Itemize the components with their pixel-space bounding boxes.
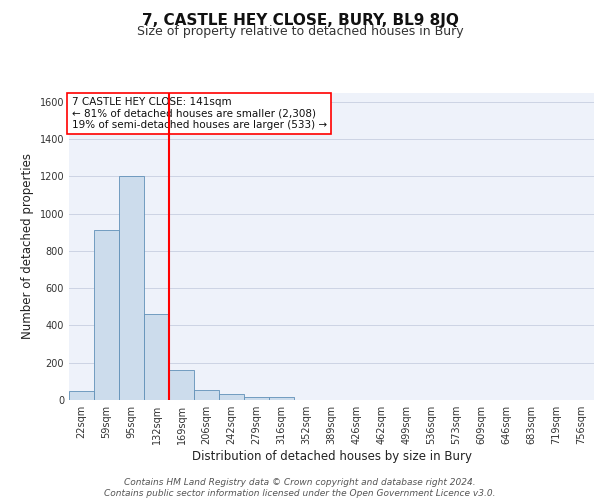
Bar bbox=[94, 230, 119, 400]
X-axis label: Distribution of detached houses by size in Bury: Distribution of detached houses by size … bbox=[191, 450, 472, 463]
Text: 7 CASTLE HEY CLOSE: 141sqm
← 81% of detached houses are smaller (2,308)
19% of s: 7 CASTLE HEY CLOSE: 141sqm ← 81% of deta… bbox=[71, 97, 327, 130]
Bar bbox=[169, 370, 194, 400]
Bar bbox=[194, 390, 219, 400]
Text: Size of property relative to detached houses in Bury: Size of property relative to detached ho… bbox=[137, 25, 463, 38]
Bar bbox=[119, 176, 144, 400]
Text: 7, CASTLE HEY CLOSE, BURY, BL9 8JQ: 7, CASTLE HEY CLOSE, BURY, BL9 8JQ bbox=[142, 12, 458, 28]
Text: Contains HM Land Registry data © Crown copyright and database right 2024.
Contai: Contains HM Land Registry data © Crown c… bbox=[104, 478, 496, 498]
Bar bbox=[244, 397, 269, 400]
Bar bbox=[144, 314, 169, 400]
Bar bbox=[219, 394, 244, 400]
Y-axis label: Number of detached properties: Number of detached properties bbox=[21, 153, 34, 339]
Bar bbox=[269, 397, 294, 400]
Bar bbox=[69, 390, 94, 400]
